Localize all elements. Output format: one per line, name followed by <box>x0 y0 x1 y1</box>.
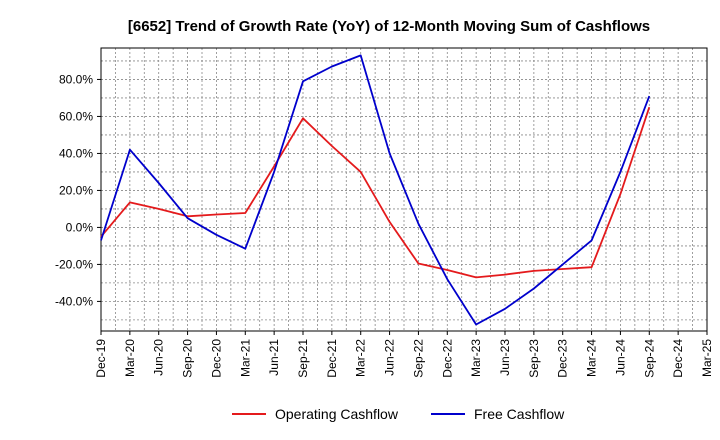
plot-frame <box>100 47 708 332</box>
y-tick-label: 0.0% <box>66 220 94 234</box>
x-tick-label: Sep-23 <box>527 339 541 378</box>
x-tick-label: Jun-22 <box>383 339 397 376</box>
x-tick-label: Jun-23 <box>498 339 512 376</box>
y-tick-label: 60.0% <box>59 109 93 123</box>
chart-title: [6652] Trend of Growth Rate (YoY) of 12-… <box>128 18 650 35</box>
series-layer <box>100 54 651 326</box>
x-tick-label: Dec-20 <box>209 339 223 378</box>
y-tick-label: -40.0% <box>55 294 93 308</box>
y-tick-label: 80.0% <box>59 72 93 86</box>
x-tick-label: Jun-24 <box>613 339 627 376</box>
axes: 80.0% 60.0% 40.0% 20.0% 0.0% -20.0% -40.0% Dec-… <box>55 47 714 378</box>
grid <box>101 48 707 331</box>
x-tick-label: Dec-19 <box>94 339 108 378</box>
x-tick-label: Mar-21 <box>238 339 252 377</box>
x-tick-label: Sep-21 <box>296 339 310 378</box>
x-tick-label: Mar-22 <box>354 339 368 377</box>
x-tick-label: Mar-20 <box>123 339 137 377</box>
x-tick-label: Mar-23 <box>469 339 483 377</box>
x-tick-label: Sep-22 <box>411 339 425 378</box>
x-tick-label: Sep-24 <box>642 339 656 378</box>
y-tick-label: 20.0% <box>59 183 93 197</box>
x-tick-label: Dec-22 <box>440 339 454 378</box>
x-tick-label: Jun-21 <box>267 339 281 376</box>
legend: Operating Cashflow Free Cashflow <box>232 406 565 422</box>
x-tick-label: Mar-25 <box>700 339 714 377</box>
x-tick-label: Dec-21 <box>325 339 339 378</box>
x-tick-label: Sep-20 <box>181 339 195 378</box>
x-tick-label: Dec-24 <box>671 339 685 378</box>
series-line-free-cashflow <box>100 54 651 326</box>
x-tick-label: Dec-23 <box>556 339 570 378</box>
legend-label-operating-cashflow: Operating Cashflow <box>275 406 399 422</box>
y-tick-label: -20.0% <box>55 257 93 271</box>
x-tick-label: Jun-20 <box>152 339 166 376</box>
x-tick-label: Mar-24 <box>585 339 599 377</box>
y-tick-label: 40.0% <box>59 146 93 160</box>
legend-label-free-cashflow: Free Cashflow <box>474 406 565 422</box>
